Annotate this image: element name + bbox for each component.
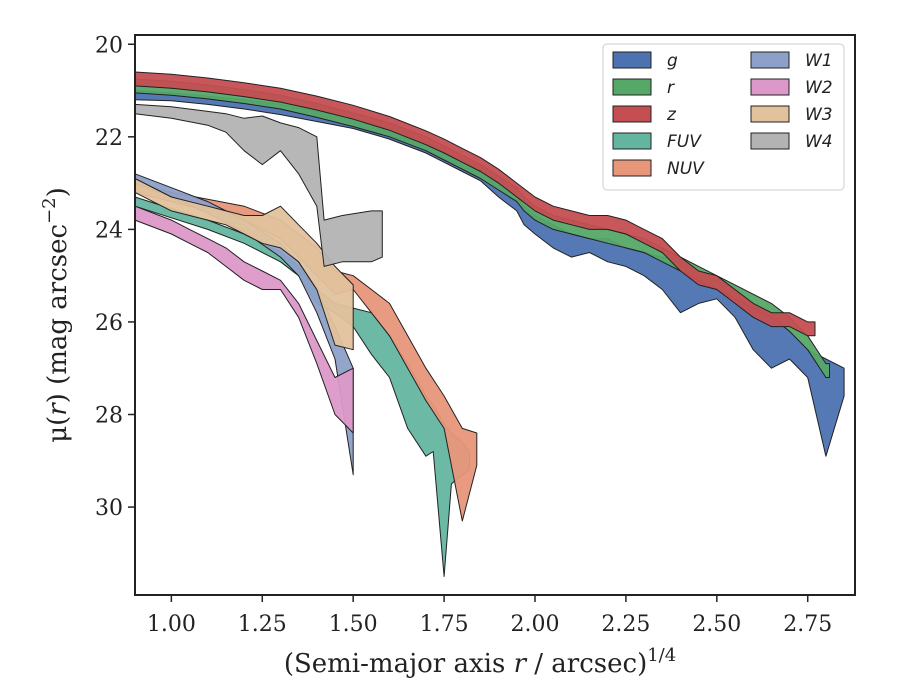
x-axis-label-variable: r <box>514 649 528 679</box>
legend-swatch-g <box>612 51 652 69</box>
legend-label-r: r <box>667 78 675 98</box>
x-tick-label: 2.00 <box>511 612 560 637</box>
legend-label-W2: W2 <box>805 78 833 98</box>
x-axis-label-main: (Semi-major axis <box>284 649 514 679</box>
y-tick-label: 24 <box>95 218 123 243</box>
y-tick-label: 28 <box>95 404 123 429</box>
band-z <box>134 71 816 337</box>
x-tick-label: 1.50 <box>329 612 378 637</box>
y-axis-label-superscript: −2 <box>39 197 60 224</box>
x-tick-label: 1.00 <box>147 612 196 637</box>
x-axis-label: (Semi-major axis r / arcsec)1/4 <box>284 645 676 679</box>
x-axis-label-tail: / arcsec) <box>526 649 647 679</box>
y-tick-label: 22 <box>95 126 123 151</box>
legend-label-g: g <box>667 51 678 71</box>
band-W2 <box>134 205 354 434</box>
legend-swatch-W2 <box>750 78 790 96</box>
legend-label-NUV: NUV <box>667 159 705 179</box>
band-W4 <box>134 103 383 267</box>
x-tick-label: 1.75 <box>420 612 469 637</box>
x-tick-label: 2.75 <box>783 612 832 637</box>
x-tick-label: 1.25 <box>238 612 287 637</box>
legend-label-FUV: FUV <box>667 132 702 152</box>
x-tick-label: 2.25 <box>601 612 650 637</box>
y-tick-label: 20 <box>95 33 123 58</box>
legend-items: grz FUV NUV W1 W2 W3 W4 <box>612 51 833 179</box>
legend-swatch-z <box>612 105 652 123</box>
y-tick-label: 26 <box>95 311 123 336</box>
legend-swatch-W1 <box>750 51 790 69</box>
legend-swatch-W4 <box>750 132 790 150</box>
legend-label-W3: W3 <box>805 105 833 125</box>
legend-swatch-FUV <box>612 132 652 150</box>
y-tick-label: 30 <box>95 496 123 521</box>
x-tick-label: 2.50 <box>692 612 741 637</box>
legend-label-W4: W4 <box>805 132 833 152</box>
y-axis-label-variable: r <box>43 402 73 416</box>
y-axis-label-tail: ) (mag arcsec <box>43 224 73 403</box>
plot-frame <box>134 34 856 596</box>
legend-swatch-W3 <box>750 105 790 123</box>
y-axis-label-close: ) <box>43 187 73 197</box>
legend-swatch-r <box>612 78 652 96</box>
legend-label-z: z <box>666 105 677 125</box>
y-axis-label-main: μ( <box>43 416 73 443</box>
band-W3 <box>134 178 354 351</box>
x-axis-label-superscript: 1/4 <box>647 645 676 666</box>
legend: grz FUV NUV W1 W2 W3 W4 <box>602 43 845 191</box>
legend-swatch-NUV <box>612 159 652 177</box>
y-axis-ticks: 20 22 24 26 28 30 <box>95 33 135 521</box>
y-axis-label: μ(r) (mag arcsec−2) <box>39 187 73 443</box>
legend-label-W1: W1 <box>805 51 833 71</box>
chart-bands <box>134 71 845 577</box>
x-axis-ticks: 1.00 1.25 1.50 1.75 2.00 2.25 2.50 2.75 <box>147 595 832 637</box>
